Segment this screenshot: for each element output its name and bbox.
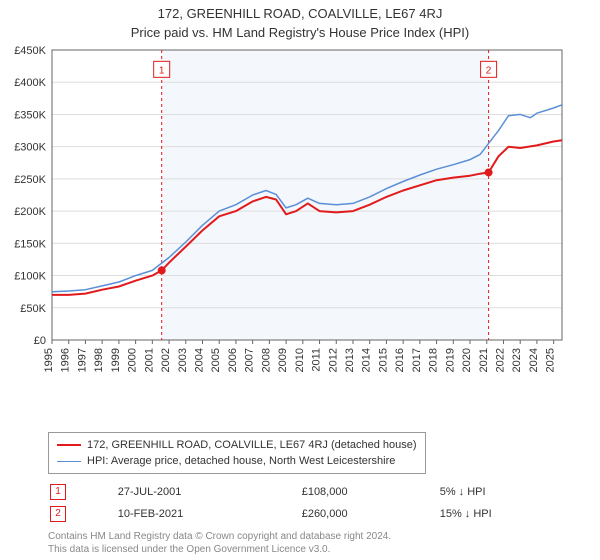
svg-text:1996: 1996 bbox=[60, 348, 72, 372]
page-title: 172, GREENHILL ROAD, COALVILLE, LE67 4RJ bbox=[8, 6, 592, 21]
footer-line: This data is licensed under the Open Gov… bbox=[48, 543, 592, 556]
sales-table: 1 27-JUL-2001£108,0005% ↓ HPI 2 10-FEB-2021… bbox=[48, 480, 592, 526]
svg-text:£50K: £50K bbox=[20, 303, 46, 315]
legend-label: HPI: Average price, detached house, Nort… bbox=[87, 453, 395, 469]
svg-text:2003: 2003 bbox=[177, 348, 189, 372]
svg-text:2012: 2012 bbox=[327, 348, 339, 372]
sale-marker-badge: 1 bbox=[50, 484, 66, 500]
svg-text:2007: 2007 bbox=[244, 348, 256, 372]
svg-text:2000: 2000 bbox=[127, 348, 139, 372]
svg-text:2022: 2022 bbox=[494, 348, 506, 372]
sale-price: £108,000 bbox=[302, 482, 438, 502]
page-subtitle: Price paid vs. HM Land Registry's House … bbox=[8, 25, 592, 40]
svg-text:£100K: £100K bbox=[14, 271, 46, 283]
attribution-footer: Contains HM Land Registry data © Crown c… bbox=[48, 530, 592, 556]
sale-date: 27-JUL-2001 bbox=[118, 482, 300, 502]
sale-marker-badge: 2 bbox=[50, 506, 66, 522]
svg-text:1995: 1995 bbox=[43, 348, 55, 372]
svg-text:2005: 2005 bbox=[210, 348, 222, 372]
svg-text:2020: 2020 bbox=[461, 348, 473, 372]
svg-text:2021: 2021 bbox=[478, 348, 490, 372]
footer-line: Contains HM Land Registry data © Crown c… bbox=[48, 530, 592, 543]
svg-text:2018: 2018 bbox=[428, 348, 440, 372]
chart-legend: 172, GREENHILL ROAD, COALVILLE, LE67 4RJ… bbox=[48, 432, 426, 474]
sales-row: 2 10-FEB-2021£260,00015% ↓ HPI bbox=[50, 504, 590, 524]
svg-text:1: 1 bbox=[159, 65, 165, 76]
svg-text:£300K: £300K bbox=[14, 142, 46, 154]
svg-text:£450K: £450K bbox=[14, 46, 46, 57]
svg-text:2014: 2014 bbox=[361, 348, 373, 372]
svg-text:2016: 2016 bbox=[394, 348, 406, 372]
svg-text:£200K: £200K bbox=[14, 206, 46, 218]
sales-row: 1 27-JUL-2001£108,0005% ↓ HPI bbox=[50, 482, 590, 502]
svg-text:1999: 1999 bbox=[110, 348, 122, 372]
svg-text:£150K: £150K bbox=[14, 238, 46, 250]
svg-text:2013: 2013 bbox=[344, 348, 356, 372]
legend-row: 172, GREENHILL ROAD, COALVILLE, LE67 4RJ… bbox=[57, 437, 417, 453]
svg-text:2004: 2004 bbox=[193, 348, 205, 372]
svg-text:2008: 2008 bbox=[260, 348, 272, 372]
svg-text:1998: 1998 bbox=[93, 348, 105, 372]
legend-swatch bbox=[57, 461, 81, 462]
price-chart: £0 £50K £100K £150K £200K £250K £300K £350K £400… bbox=[8, 46, 592, 428]
svg-text:2009: 2009 bbox=[277, 348, 289, 372]
svg-text:2006: 2006 bbox=[227, 348, 239, 372]
legend-row: HPI: Average price, detached house, Nort… bbox=[57, 453, 417, 469]
sale-delta: 15% ↓ HPI bbox=[440, 504, 590, 524]
svg-text:2025: 2025 bbox=[545, 348, 557, 372]
svg-text:£400K: £400K bbox=[14, 77, 46, 89]
sale-delta: 5% ↓ HPI bbox=[440, 482, 590, 502]
svg-text:2002: 2002 bbox=[160, 348, 172, 372]
svg-text:2019: 2019 bbox=[444, 348, 456, 372]
svg-text:£250K: £250K bbox=[14, 174, 46, 186]
svg-text:2015: 2015 bbox=[377, 348, 389, 372]
svg-text:£350K: £350K bbox=[14, 109, 46, 121]
svg-text:2011: 2011 bbox=[311, 348, 323, 372]
svg-text:2023: 2023 bbox=[511, 348, 523, 372]
legend-label: 172, GREENHILL ROAD, COALVILLE, LE67 4RJ… bbox=[87, 437, 417, 453]
svg-text:1997: 1997 bbox=[76, 348, 88, 372]
svg-text:2001: 2001 bbox=[143, 348, 155, 372]
svg-text:2010: 2010 bbox=[294, 348, 306, 372]
svg-text:2017: 2017 bbox=[411, 348, 423, 372]
legend-swatch bbox=[57, 444, 81, 446]
svg-text:2: 2 bbox=[486, 65, 492, 76]
chart-svg: £0 £50K £100K £150K £200K £250K £300K £350K £400… bbox=[8, 46, 568, 386]
sale-date: 10-FEB-2021 bbox=[118, 504, 300, 524]
sale-price: £260,000 bbox=[302, 504, 438, 524]
svg-text:2024: 2024 bbox=[528, 348, 540, 372]
svg-text:£0: £0 bbox=[34, 335, 46, 347]
